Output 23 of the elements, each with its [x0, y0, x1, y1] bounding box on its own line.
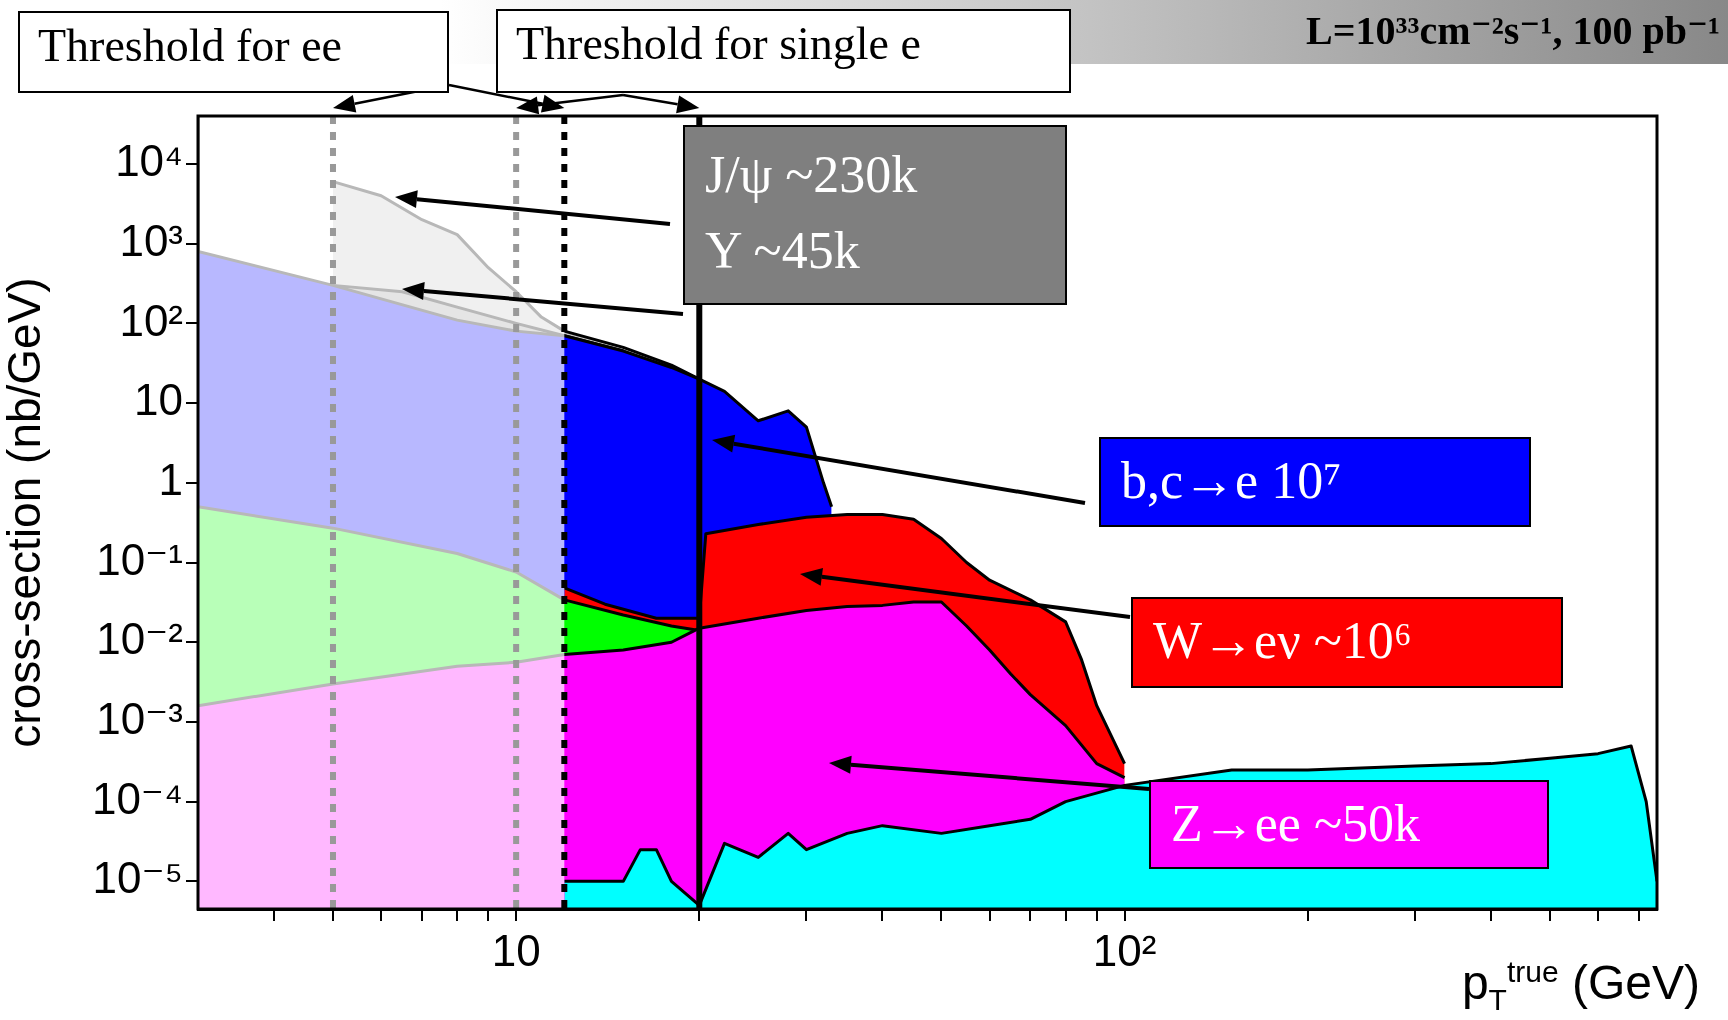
label-box: Z→ee ~50k: [1149, 780, 1549, 869]
note-box: Threshold for single e: [496, 9, 1071, 93]
x-axis-title: p$_{T}$$^{true}$ (GeV): [1461, 955, 1700, 1017]
y-tick-label: 10: [134, 375, 183, 425]
y-axis-title: cross-section (nb/GeV): [0, 277, 51, 748]
chart-title: L=10³³cm⁻²s⁻¹, 100 pb⁻¹: [1306, 7, 1720, 54]
y-tick-label: 10⁻³: [96, 694, 183, 744]
legend-label: J/ψ ~230k: [705, 145, 919, 205]
y-tick-label: 10²: [119, 295, 183, 345]
label-box: J/ψ ~230k Υ ~45k: [683, 125, 1067, 305]
y-tick-label: 10⁴: [115, 136, 183, 186]
y-tick-label: 10³: [119, 215, 183, 265]
label-box: b,c→e 10⁷: [1099, 437, 1531, 527]
series-label: Υ ~45k: [705, 221, 861, 281]
y-tick-label: 10⁻¹: [96, 534, 183, 584]
label-box: W→eν ~10⁶: [1131, 597, 1563, 688]
y-tick-label: 1: [158, 454, 183, 504]
series-label: Z→ee ~50k: [1171, 794, 1422, 854]
y-tick-label: 10⁻⁴: [91, 773, 183, 823]
note-box: Threshold for ee: [18, 11, 449, 93]
series-label: W→eν ~10⁶: [1153, 611, 1413, 671]
y-tick-label: 10⁻⁵: [92, 853, 183, 903]
y-tick-label: 10⁻²: [96, 614, 183, 664]
